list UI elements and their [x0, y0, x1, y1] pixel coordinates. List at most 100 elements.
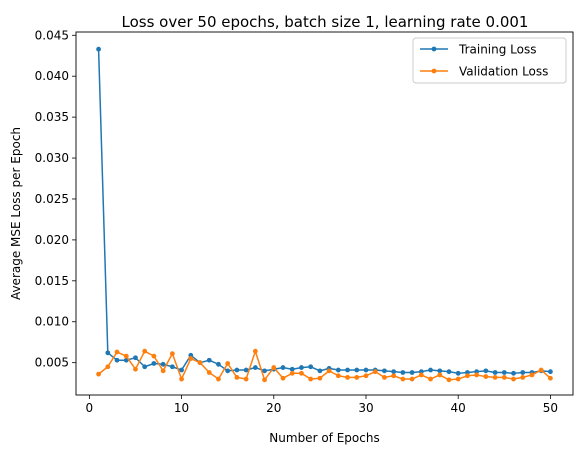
data-point-validation-loss: [160, 368, 166, 374]
data-point-training-loss: [179, 367, 184, 373]
data-point-validation-loss: [354, 375, 360, 380]
data-point-validation-loss: [262, 377, 267, 383]
data-point-training-loss: [400, 370, 406, 375]
plot-frame: [75, 31, 574, 396]
series-training-loss: [96, 46, 553, 376]
data-point-validation-loss: [538, 367, 544, 373]
data-point-training-loss: [289, 366, 295, 372]
data-point-validation-loss: [335, 373, 341, 379]
data-point-validation-loss: [197, 360, 203, 366]
y-tick-label: 0.030: [35, 151, 69, 165]
data-point-validation-loss: [345, 375, 350, 380]
data-point-validation-loss: [252, 348, 258, 354]
data-point-training-loss: [520, 370, 526, 375]
data-point-training-loss: [501, 370, 507, 375]
data-point-validation-loss: [151, 353, 157, 359]
data-point-training-loss: [382, 368, 387, 374]
y-axis-label: Average MSE Loss per Epoch: [9, 127, 23, 300]
legend-box: [412, 37, 567, 84]
data-point-training-loss: [317, 368, 323, 374]
y-tick-label: 0.035: [35, 110, 69, 124]
data-point-validation-loss: [317, 375, 323, 381]
data-point-training-loss: [151, 361, 157, 366]
data-point-training-loss: [548, 369, 553, 375]
data-point-validation-loss: [446, 377, 452, 383]
legend: Training Loss Validation Loss: [412, 37, 567, 84]
data-point-validation-loss: [437, 372, 443, 378]
data-point-validation-loss: [501, 375, 507, 380]
legend-marker-validation: [431, 68, 437, 74]
data-point-validation-loss: [391, 373, 397, 379]
x-tick-label: 10: [174, 401, 189, 415]
data-point-validation-loss: [455, 376, 461, 382]
x-tick-label: 20: [266, 401, 281, 415]
y-tick-label: 0.010: [35, 315, 69, 329]
data-point-training-loss: [354, 367, 360, 373]
data-point-validation-loss: [114, 349, 120, 355]
data-point-validation-loss: [133, 366, 138, 372]
data-point-validation-loss: [179, 376, 184, 382]
data-point-validation-loss: [271, 365, 277, 370]
data-point-validation-loss: [363, 373, 369, 379]
data-point-validation-loss: [206, 370, 212, 375]
data-point-training-loss: [142, 364, 148, 370]
data-point-validation-loss: [418, 372, 424, 378]
data-point-validation-loss: [289, 370, 295, 376]
data-point-validation-loss: [280, 375, 286, 381]
data-point-validation-loss: [511, 376, 516, 382]
data-point-training-loss: [428, 367, 433, 373]
data-point-training-loss: [225, 368, 231, 374]
data-point-validation-loss: [382, 375, 387, 380]
data-point-validation-loss: [188, 356, 194, 361]
x-tick-label: 40: [451, 401, 466, 415]
chart-title: Loss over 50 epochs, batch size 1, learn…: [122, 13, 529, 31]
y-tick-label: 0.025: [35, 192, 69, 206]
data-point-training-loss: [280, 365, 286, 370]
data-point-validation-loss: [142, 348, 148, 354]
data-point-training-loss: [363, 367, 369, 373]
y-tick-label: 0.015: [35, 274, 69, 288]
legend-marker-training: [431, 46, 437, 52]
data-point-training-loss: [299, 365, 304, 370]
data-point-validation-loss: [529, 372, 535, 378]
data-point-training-loss: [169, 364, 175, 370]
x-tick-label: 50: [543, 401, 558, 415]
data-point-validation-loss: [465, 373, 470, 379]
data-point-validation-loss: [483, 374, 489, 379]
data-point-training-loss: [234, 367, 240, 373]
data-point-validation-loss: [96, 371, 101, 377]
data-point-training-loss: [345, 367, 350, 373]
legend-label-training: Training Loss: [458, 43, 536, 57]
data-point-validation-loss: [234, 375, 240, 380]
y-tick-label: 0.045: [35, 28, 69, 42]
data-point-validation-loss: [548, 375, 553, 381]
data-point-validation-loss: [299, 370, 304, 376]
data-point-training-loss: [96, 46, 101, 52]
data-point-training-loss: [391, 369, 397, 375]
data-point-training-loss: [455, 370, 461, 376]
x-tick-label: 0: [86, 401, 94, 415]
data-point-training-loss: [105, 350, 111, 356]
data-point-training-loss: [511, 370, 516, 376]
data-point-training-loss: [437, 368, 443, 374]
data-point-training-loss: [335, 367, 341, 373]
data-point-validation-loss: [400, 376, 406, 382]
plot-area: [76, 32, 573, 395]
data-point-validation-loss: [169, 351, 175, 357]
data-point-validation-loss: [308, 376, 314, 382]
data-point-validation-loss: [326, 368, 332, 374]
data-point-validation-loss: [225, 361, 231, 366]
data-point-validation-loss: [216, 376, 221, 382]
data-point-validation-loss: [372, 369, 378, 375]
data-point-validation-loss: [409, 376, 415, 382]
data-point-training-loss: [243, 367, 249, 373]
data-point-validation-loss: [492, 375, 498, 380]
series-validation-loss: [96, 348, 553, 383]
y-axis-ticks: 0.005 0.010 0.015 0.020 0.025 0.030 0.035 0.040…: [35, 28, 76, 370]
data-point-training-loss: [308, 364, 314, 370]
data-point-training-loss: [409, 370, 415, 375]
y-tick-label: 0.040: [35, 69, 69, 83]
data-point-training-loss: [160, 361, 166, 367]
data-point-validation-loss: [520, 375, 526, 380]
